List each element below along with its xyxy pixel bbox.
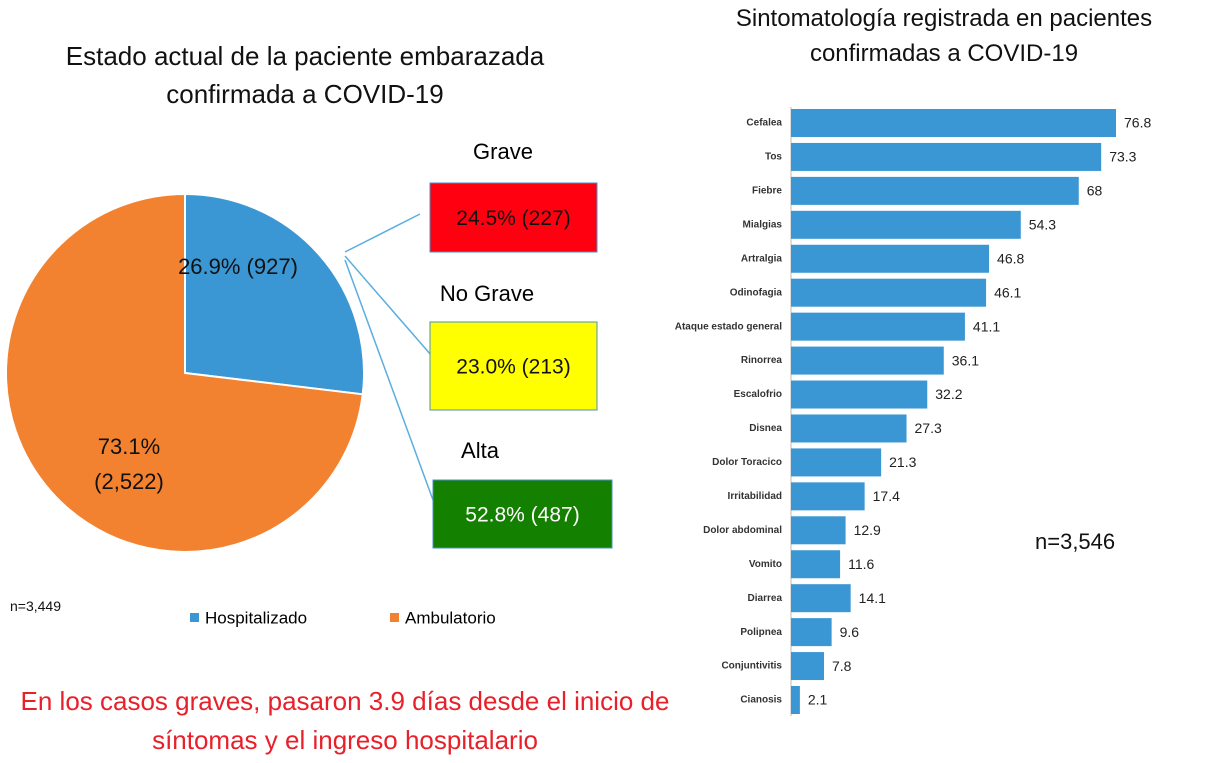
value-label: 7.8 — [832, 658, 852, 674]
bar-title: Sintomatología registrada en pacientes c… — [735, 5, 1153, 67]
bar — [791, 482, 865, 511]
bar — [791, 142, 1102, 171]
bar — [791, 380, 928, 409]
bar — [791, 550, 841, 579]
legend-label: Hospitalizado — [205, 608, 307, 627]
breakdown-category: Grave — [473, 139, 533, 164]
legend-label: Ambulatorio — [405, 608, 496, 627]
bar — [791, 448, 882, 477]
bar — [791, 312, 965, 341]
value-label: 46.8 — [997, 250, 1024, 266]
category-label: Polipnea — [740, 627, 782, 638]
pie-slice — [5, 192, 364, 553]
breakdown-box — [429, 182, 598, 253]
connector-line — [344, 259, 434, 501]
bar — [791, 176, 1079, 205]
note: En los casos graves, pasaron 3.9 días de… — [20, 686, 670, 755]
bar — [791, 414, 907, 443]
category-label: Diarrea — [748, 593, 783, 604]
value-label: 54.3 — [1029, 217, 1056, 233]
category-label: Odinofagia — [730, 287, 783, 298]
breakdown-box — [432, 479, 613, 549]
pie-slice — [184, 192, 365, 396]
category-label: Rinorrea — [741, 355, 783, 366]
bar — [791, 210, 1021, 239]
value-label: 73.3 — [1109, 149, 1136, 165]
value-label: 68 — [1087, 183, 1103, 199]
value-label: 46.1 — [994, 284, 1021, 300]
bar — [791, 516, 846, 545]
legend-swatch — [190, 613, 199, 622]
category-label: Dolor abdominal — [703, 525, 782, 536]
breakdown-category: No Grave — [440, 281, 534, 306]
category-label: Irritabilidad — [728, 491, 782, 502]
value-label: 17.4 — [873, 488, 900, 504]
category-label: Ataque estado general — [675, 321, 782, 332]
pie-label: 26.9% (927) — [178, 254, 298, 279]
legend-swatch — [390, 613, 399, 622]
breakdown-value-label: 24.5% (227) — [456, 207, 570, 230]
value-label: 11.6 — [848, 556, 874, 572]
bar — [791, 652, 825, 681]
value-label: 21.3 — [889, 454, 916, 470]
pie-label: 73.1% (2,522) — [94, 434, 164, 495]
value-label: 14.1 — [859, 590, 886, 606]
category-label: Mialgias — [743, 219, 783, 230]
bar — [791, 278, 987, 307]
bar — [791, 618, 832, 647]
connector-line — [344, 213, 421, 253]
category-label: Escalofrio — [734, 389, 782, 400]
breakdown-value-label: 23.0% (213) — [456, 356, 570, 379]
category-label: Disnea — [749, 423, 782, 434]
value-label: 9.6 — [840, 624, 860, 640]
category-label: Artralgia — [741, 253, 783, 264]
category-label: Vomito — [749, 559, 782, 570]
bar — [791, 244, 990, 273]
category-label: Dolor Toracico — [712, 457, 782, 468]
value-label: 27.3 — [915, 420, 942, 436]
pie-annotation: n=3,449 — [10, 598, 61, 614]
category-label: Fiebre — [752, 186, 782, 197]
breakdown-box — [429, 321, 598, 411]
category-label: Cefalea — [746, 118, 782, 129]
category-label: Tos — [765, 152, 782, 163]
category-label: Cianosis — [740, 695, 782, 706]
value-label: 12.9 — [854, 522, 881, 538]
bar-annotation: n=3,546 — [1035, 529, 1116, 554]
breakdown-category: Alta — [461, 438, 500, 463]
bar — [791, 109, 1116, 137]
breakdown-value-label: 52.8% (487) — [465, 504, 579, 527]
value-label: 76.8 — [1124, 115, 1151, 131]
value-label: 32.2 — [935, 386, 962, 402]
bar — [791, 346, 944, 375]
bar — [791, 584, 851, 613]
pie-title: Estado actual de la paciente embarazada … — [65, 41, 545, 109]
value-label: 2.1 — [808, 692, 828, 708]
bar — [791, 686, 800, 714]
value-label: 36.1 — [952, 352, 979, 368]
value-label: 41.1 — [973, 318, 1000, 334]
connector-line — [344, 255, 432, 356]
category-label: Conjuntivitis — [721, 661, 782, 672]
